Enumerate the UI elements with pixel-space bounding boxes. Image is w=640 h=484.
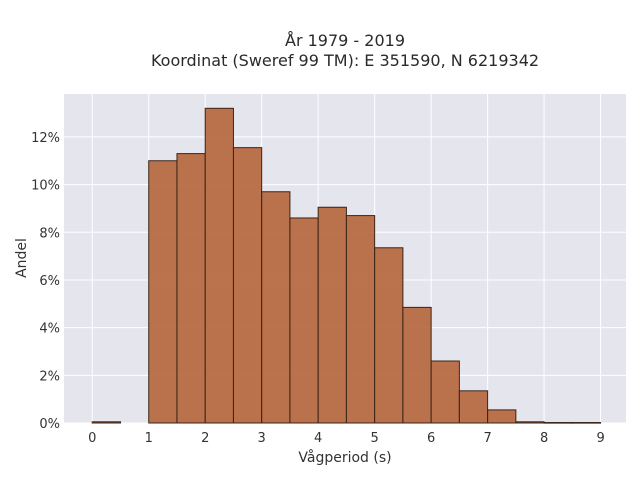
histogram-bar [345,215,376,424]
histogram-bar [232,147,263,424]
y-tick-label: 6% [39,274,60,289]
y-tick-label: 2% [39,369,60,384]
x-tick-label: 2 [201,431,209,446]
bars [91,107,602,424]
chart-subtitle: Koordinat (Sweref 99 TM): E 351590, N 62… [151,51,539,70]
histogram-bar [402,306,432,424]
histogram-bar [148,160,178,424]
histogram-bar [543,422,573,424]
x-tick-labels: 0 1 2 3 4 5 6 7 8 9 [88,431,605,446]
histogram-bar [458,390,489,424]
x-tick-label: 3 [258,431,266,446]
y-tick-labels: 0% 2% 4% 6% 8% 10% 12% [31,131,60,432]
x-axis-title: Vågperiod (s) [298,449,391,466]
x-tick-label: 0 [88,431,96,446]
histogram-bar [261,191,291,424]
y-tick-label: 0% [39,417,60,432]
histogram-bar [289,217,319,424]
x-tick-label: 7 [483,431,491,446]
histogram-bar [91,421,121,424]
y-axis-title: Andel [14,238,30,278]
histogram-bar [176,153,206,424]
y-tick-label: 4% [39,322,60,337]
histogram-bar [571,422,602,424]
x-tick-label: 1 [145,431,153,446]
y-tick-label: 10% [31,179,60,194]
histogram-bar [430,360,460,424]
y-tick-label: 8% [39,226,60,241]
histogram-bar [317,206,347,424]
x-tick-label: 4 [314,431,322,446]
histogram-bar [515,421,545,424]
y-tick-label: 12% [31,131,60,146]
x-tick-label: 6 [427,431,435,446]
x-tick-label: 5 [371,431,379,446]
x-tick-label: 9 [596,431,604,446]
histogram-bar [487,409,517,424]
histogram-bar [374,247,404,424]
chart-title: År 1979 - 2019 [285,31,405,50]
x-tick-label: 8 [540,431,548,446]
histogram-bar [204,107,234,424]
